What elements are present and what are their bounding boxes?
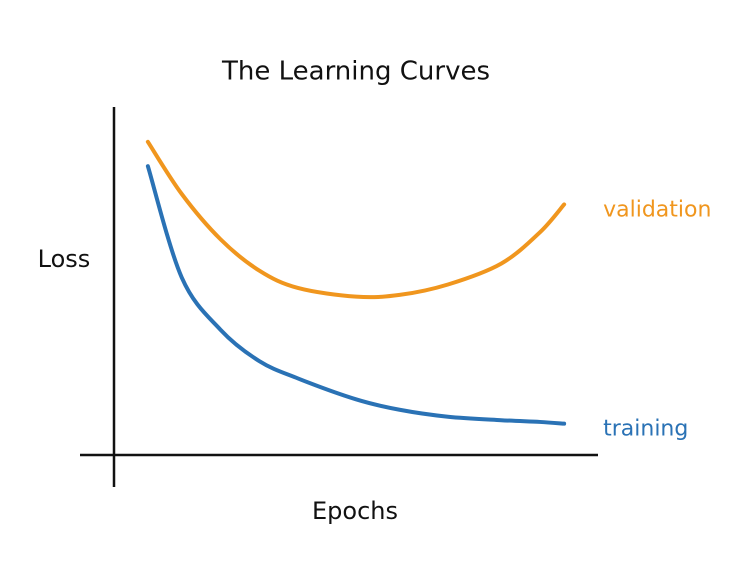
chart-title: The Learning Curves xyxy=(221,57,490,87)
series-line xyxy=(145,164,567,426)
y-axis-label: Loss xyxy=(38,245,91,273)
legend-label: training xyxy=(603,417,688,442)
legend-label: validation xyxy=(603,197,711,222)
series-line xyxy=(145,139,567,300)
x-axis-label: Epochs xyxy=(312,497,398,525)
